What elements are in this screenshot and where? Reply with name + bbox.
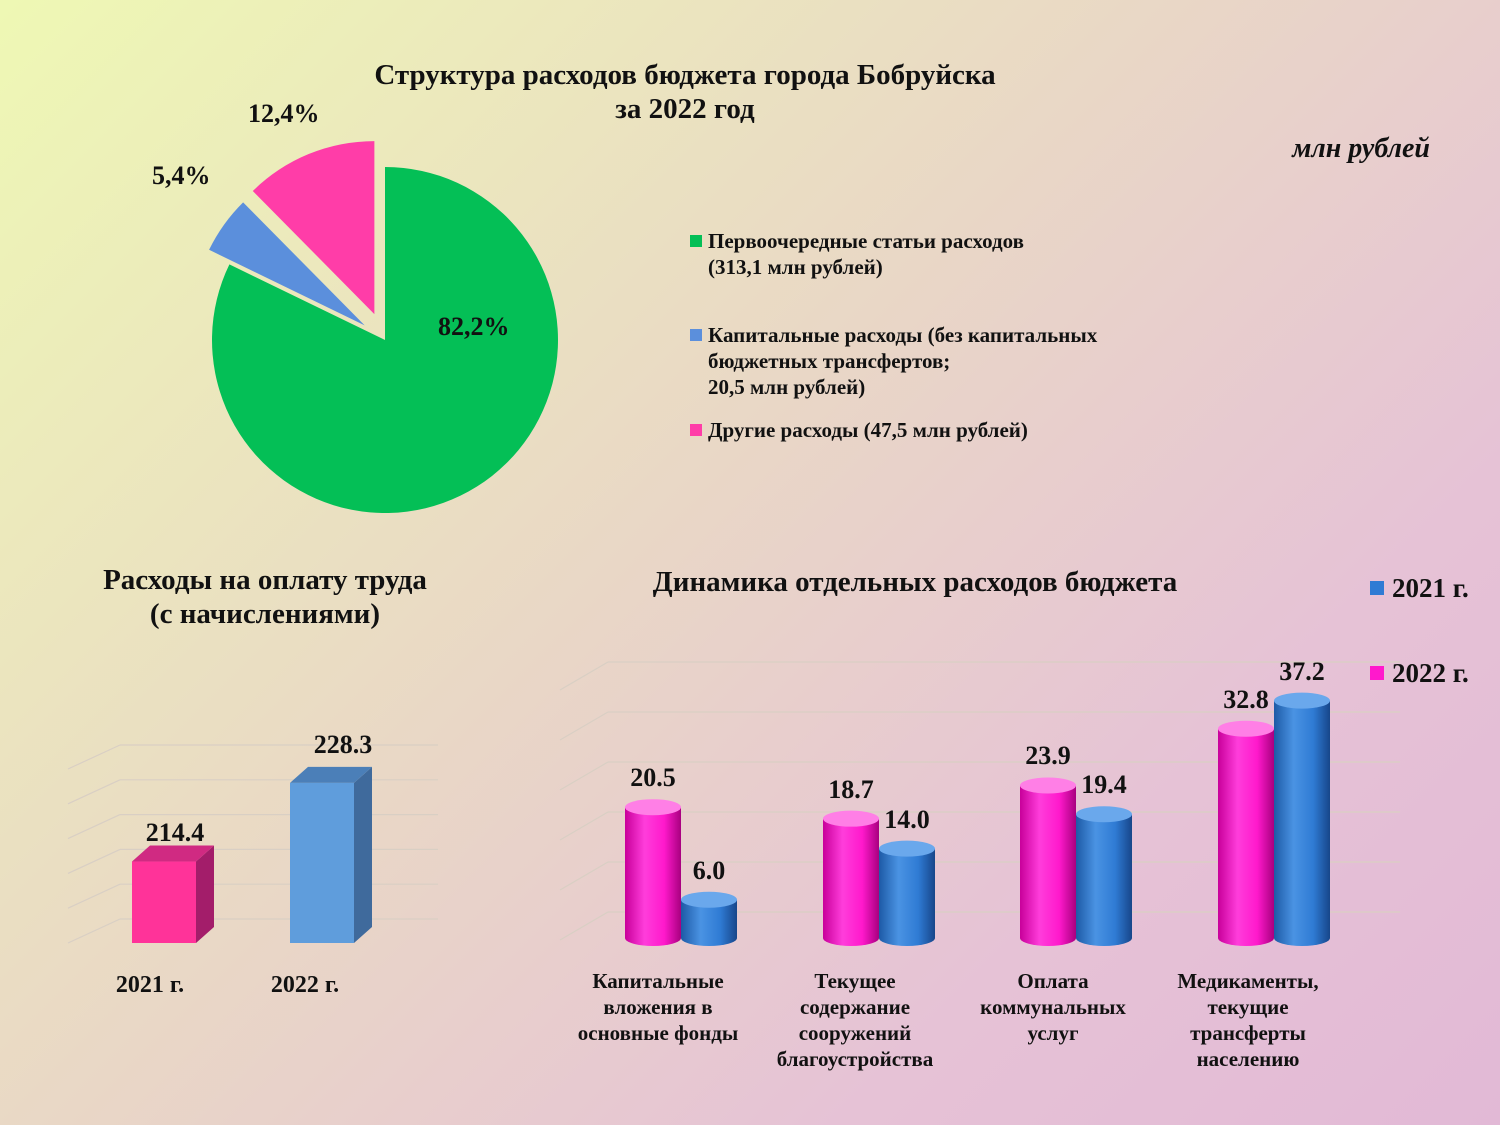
- pie-label-primary: 82,2%: [438, 312, 510, 341]
- dynamics-gridline: [559, 661, 609, 691]
- dynamics-bar: [1218, 728, 1274, 946]
- wages-gridline: [67, 744, 121, 770]
- legend-label: Первоочередные статьи расходов (313,1 мл…: [708, 229, 1024, 279]
- wages-bar: [290, 782, 354, 943]
- dynamics-bar-top: [823, 810, 879, 827]
- wages-category-2021: 2021 г.: [115, 972, 185, 998]
- pie-slice-capital: [209, 202, 365, 326]
- legend-swatch: [1370, 666, 1384, 680]
- dynamics-legend-2021: 2021 г.: [1370, 573, 1480, 607]
- legend-label: Капитальные расходы (без капитальных бюд…: [708, 323, 1098, 399]
- legend-label: 2022 г.: [1392, 658, 1469, 688]
- dynamics-value-label: 32.8: [1223, 684, 1269, 714]
- pie-label-other: 12,4%: [248, 99, 320, 128]
- legend-swatch: [1370, 581, 1384, 595]
- dynamics-bar: [879, 848, 935, 946]
- dynamics-value-label: 14.0: [884, 804, 930, 834]
- dynamics-gridline: [559, 911, 609, 941]
- pie-legend-capital: Капитальные расходы (без капитальных бюд…: [690, 322, 1190, 402]
- wages-gridline: [67, 883, 121, 909]
- dynamics-value-label: 18.7: [828, 774, 874, 804]
- pie-legend-primary: Первоочередные статьи расходов (313,1 мл…: [690, 228, 1190, 288]
- legend-swatch: [690, 329, 702, 341]
- wages-bar-side: [354, 766, 372, 943]
- dynamics-bar: [1274, 700, 1330, 946]
- pie-legend-other: Другие расходы (47,5 млн рублей): [690, 417, 1190, 447]
- dynamics-category-medicines: Медикаменты, текущие трансферты населени…: [1177, 969, 1319, 1071]
- dynamics-category-utilities: Оплата коммунальных услуг: [980, 969, 1126, 1045]
- wages-bar-top: [132, 845, 214, 862]
- dynamics-value-label: 37.2: [1279, 656, 1325, 686]
- dynamics-bar-top: [625, 799, 681, 816]
- wages-bar: [132, 861, 196, 943]
- wages-bar-side: [196, 845, 214, 943]
- dynamics-chart: [559, 661, 1400, 946]
- dynamics-bar-top: [879, 840, 935, 857]
- pie-chart: [209, 141, 558, 513]
- legend-swatch: [690, 235, 702, 247]
- dynamics-gridline: [559, 811, 609, 841]
- wages-value-2021: 214.4: [145, 818, 205, 847]
- wages-value-2022: 228.3: [313, 730, 373, 759]
- dynamics-gridline: [559, 711, 609, 741]
- pie-title: Структура расходов бюджета города Бобруй…: [374, 59, 996, 125]
- legend-label: 2021 г.: [1392, 573, 1469, 603]
- dynamics-bar-top: [1020, 777, 1076, 794]
- legend-label: Другие расходы (47,5 млн рублей): [708, 418, 1028, 442]
- dynamics-gridline: [559, 861, 609, 891]
- pie-label-capital: 5,4%: [152, 161, 211, 190]
- wages-gridline: [67, 918, 121, 944]
- wages-gridline: [67, 779, 121, 805]
- dynamics-legend-2022: 2022 г.: [1370, 658, 1480, 692]
- dynamics-category-capital: Капитальные вложения в основные фонды: [577, 969, 739, 1045]
- dynamics-value-label: 23.9: [1025, 741, 1071, 771]
- wages-bar-top: [290, 766, 372, 783]
- dynamics-gridline: [559, 761, 609, 791]
- unit-note: млн рублей: [1292, 133, 1430, 164]
- dynamics-value-label: 6.0: [692, 855, 726, 885]
- dynamics-value-label: 19.4: [1081, 770, 1127, 800]
- dynamics-bar: [1076, 814, 1132, 946]
- dynamics-bar: [1020, 785, 1076, 946]
- wages-gridline: [67, 814, 121, 840]
- dynamics-bar-top: [681, 891, 737, 908]
- dynamics-category-maintenance: Текущее содержание сооружений благоустро…: [776, 969, 934, 1071]
- dynamics-bar-top: [1218, 720, 1274, 737]
- wages-gridline: [67, 848, 121, 874]
- wages-title: Расходы на оплату труда (с начислениями): [103, 564, 427, 630]
- dynamics-title: Динамика отдельных расходов бюджета: [652, 566, 1178, 598]
- dynamics-value-label: 20.5: [630, 763, 676, 793]
- dynamics-bar-top: [1076, 806, 1132, 823]
- wages-chart: [67, 744, 438, 944]
- dynamics-bar-top: [1274, 692, 1330, 709]
- wages-category-2022: 2022 г.: [270, 972, 340, 998]
- pie-slice-primary: [211, 167, 558, 513]
- legend-swatch: [690, 424, 702, 436]
- dynamics-bar: [681, 899, 737, 946]
- dynamics-bar: [823, 818, 879, 946]
- dynamics-bar: [625, 807, 681, 946]
- pie-slice-other: [252, 141, 375, 315]
